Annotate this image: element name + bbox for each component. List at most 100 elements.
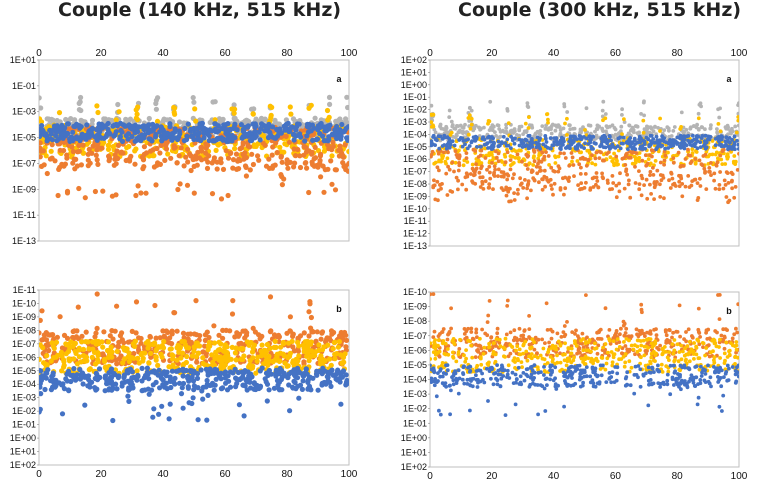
- point-orange: [72, 166, 78, 172]
- point-blue: [82, 373, 88, 379]
- point-orange: [39, 154, 43, 160]
- point-gray: [715, 127, 719, 131]
- point-blue: [185, 121, 191, 127]
- point-gray: [736, 123, 739, 128]
- point-yellow: [284, 363, 290, 369]
- point-orange: [336, 153, 342, 159]
- point-gray: [526, 105, 531, 109]
- point-gray: [550, 122, 555, 127]
- x-tick-label: 40: [548, 471, 560, 482]
- point-gray: [447, 108, 452, 113]
- point-orange: [478, 153, 483, 158]
- point-blue: [111, 371, 117, 377]
- point-yellow: [725, 152, 730, 157]
- point-orange: [308, 325, 314, 331]
- point-yellow: [155, 362, 161, 368]
- point-gray: [89, 117, 96, 123]
- point-blue: [70, 374, 76, 380]
- point-blue: [289, 384, 296, 390]
- point-orange: [494, 155, 499, 160]
- point-orange: [45, 342, 51, 348]
- point-gray: [472, 126, 476, 130]
- point-blue: [332, 130, 338, 136]
- point-gray: [344, 94, 349, 100]
- point-orange: [624, 151, 629, 156]
- point-yellow: [133, 115, 139, 121]
- point-orange: [237, 146, 243, 152]
- y-tick-label: 1E-01: [12, 81, 36, 91]
- point-gray: [538, 129, 543, 133]
- point-blue: [223, 122, 229, 128]
- point-orange: [722, 178, 727, 183]
- point-blue: [503, 141, 508, 145]
- point-gray: [521, 132, 525, 137]
- point-blue: [575, 137, 579, 142]
- point-yellow: [637, 155, 642, 160]
- point-orange: [275, 334, 281, 340]
- point-blue: [116, 373, 122, 379]
- x-tick-label: 100: [731, 471, 748, 482]
- point-orange: [234, 166, 240, 172]
- point-gray: [517, 124, 522, 129]
- point-yellow: [114, 348, 120, 354]
- point-blue: [294, 375, 301, 381]
- point-orange: [209, 160, 215, 166]
- point-orange: [153, 335, 159, 341]
- point-yellow: [167, 346, 173, 352]
- point-orange: [436, 188, 441, 193]
- point-yellow: [477, 137, 482, 142]
- point-yellow: [537, 153, 541, 158]
- point-orange: [651, 173, 656, 177]
- point-blue: [156, 411, 162, 417]
- point-yellow: [261, 347, 267, 353]
- point-yellow: [523, 121, 528, 126]
- point-orange: [431, 185, 436, 190]
- point-blue: [175, 368, 181, 374]
- point-orange: [508, 158, 513, 163]
- point-orange: [583, 172, 588, 176]
- point-orange: [342, 142, 348, 148]
- point-orange: [140, 157, 147, 163]
- point-yellow: [86, 346, 92, 352]
- point-yellow: [61, 362, 67, 368]
- point-orange: [235, 158, 241, 164]
- point-orange: [662, 162, 666, 167]
- point-gray: [634, 124, 639, 128]
- point-yellow: [146, 360, 152, 366]
- point-orange: [643, 153, 648, 158]
- point-blue: [624, 140, 629, 145]
- point-orange: [516, 192, 520, 196]
- point-gray: [430, 103, 434, 108]
- point-orange: [563, 186, 568, 191]
- point-orange: [92, 188, 98, 195]
- point-orange: [191, 331, 198, 337]
- point-gray: [565, 110, 570, 114]
- point-blue: [108, 378, 115, 385]
- point-gray: [595, 123, 600, 128]
- point-orange: [83, 329, 89, 335]
- point-blue: [276, 387, 283, 393]
- point-blue: [144, 365, 150, 371]
- point-gray: [696, 111, 701, 116]
- point-blue: [215, 123, 221, 129]
- point-blue: [191, 387, 197, 393]
- point-blue: [42, 386, 48, 393]
- point-yellow: [271, 344, 277, 350]
- point-orange: [71, 328, 77, 334]
- point-yellow: [158, 351, 164, 357]
- point-yellow: [143, 340, 149, 346]
- point-orange: [274, 149, 280, 156]
- x-tick-label: 20: [95, 469, 107, 480]
- point-yellow: [338, 352, 344, 358]
- point-orange: [174, 160, 180, 166]
- point-blue: [698, 145, 703, 150]
- point-orange: [70, 160, 76, 166]
- point-blue: [253, 386, 259, 393]
- point-yellow: [132, 338, 138, 344]
- point-blue: [589, 144, 594, 149]
- point-orange: [496, 151, 501, 156]
- point-yellow: [222, 349, 228, 355]
- point-yellow: [166, 364, 172, 370]
- point-yellow: [134, 368, 140, 374]
- point-blue: [535, 141, 540, 146]
